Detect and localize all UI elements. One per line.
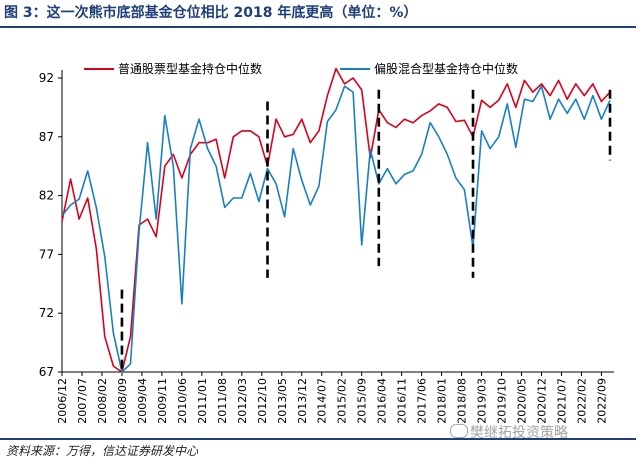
title-bar: 图 3：这一次熊市底部基金仓位相比 2018 年底更高（单位：%） xyxy=(0,0,636,28)
legend-label-1: 普通股票型基金持仓中位数 xyxy=(118,61,262,76)
series-line-2 xyxy=(61,85,611,373)
x-tick-label: 2016/11 xyxy=(396,378,409,424)
x-tick-label: 2011/08 xyxy=(216,378,229,424)
x-tick-label: 2015/09 xyxy=(356,378,369,424)
x-tick-label: 2006/12 xyxy=(56,378,69,424)
x-tick-label: 2012/03 xyxy=(236,378,249,424)
x-tick-label: 2014/07 xyxy=(316,378,329,424)
series-line-1 xyxy=(61,67,611,373)
x-tick-label: 2019/10 xyxy=(496,378,509,424)
y-tick-label: 67 xyxy=(39,365,54,379)
x-tick-label: 2020/05 xyxy=(516,378,529,424)
x-tick-label: 2008/09 xyxy=(116,378,129,424)
x-tick-label: 2012/10 xyxy=(256,378,269,424)
x-tick-label: 2018/08 xyxy=(456,378,469,424)
y-tick-label: 72 xyxy=(39,306,54,320)
chart-title: 图 3：这一次熊市底部基金仓位相比 2018 年底更高（单位：%） xyxy=(4,5,418,21)
watermark: 樊继拓投资策略 xyxy=(470,425,568,441)
y-tick-label: 82 xyxy=(39,189,54,203)
y-tick-label: 92 xyxy=(39,71,54,85)
x-tick-label: 2019/03 xyxy=(476,378,489,424)
x-tick-label: 2009/11 xyxy=(156,378,169,424)
y-tick-label: 87 xyxy=(39,130,54,144)
x-tick-label: 2021/07 xyxy=(555,378,568,424)
x-tick-label: 2013/12 xyxy=(296,378,309,424)
x-tick-label: 2011/01 xyxy=(196,378,209,424)
source-divider xyxy=(0,438,636,440)
x-tick-label: 2018/01 xyxy=(436,378,449,424)
x-tick-label: 2022/09 xyxy=(595,378,608,424)
legend-label-2: 偏股混合型基金持仓中位数 xyxy=(374,61,518,76)
x-tick-label: 2017/06 xyxy=(416,378,429,424)
y-tick-label: 77 xyxy=(39,247,54,261)
x-tick-label: 2015/02 xyxy=(336,378,349,424)
x-tick-label: 2010/06 xyxy=(176,378,189,424)
source-note: 资料来源：万得，信达证券研发中心 xyxy=(6,444,199,458)
x-tick-label: 2007/07 xyxy=(76,378,89,424)
x-tick-label: 2020/12 xyxy=(536,378,549,424)
x-tick-label: 2009/04 xyxy=(136,378,149,424)
x-tick-label: 2013/05 xyxy=(276,378,289,424)
wechat-icon xyxy=(450,424,468,438)
x-tick-label: 2016/04 xyxy=(376,378,389,424)
x-tick-label: 2022/02 xyxy=(575,378,588,424)
x-tick-label: 2008/02 xyxy=(96,378,109,424)
